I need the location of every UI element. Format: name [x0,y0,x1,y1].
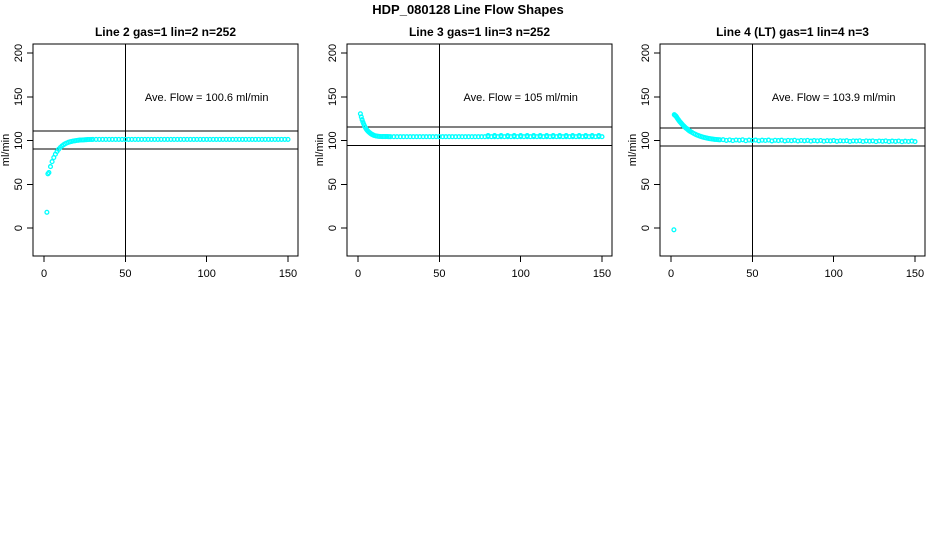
data-point [47,164,54,170]
data-point [511,133,517,139]
data-series [44,136,291,215]
data-point [285,136,291,142]
data-point [49,159,55,165]
y-tick-label: 0 [13,225,25,231]
data-point [505,133,511,139]
data-point [589,133,595,139]
data-point [596,133,602,139]
plot-box [32,43,299,257]
panel-2: Line 3 gas=1 lin=3 n=252 0 50 100 150 200 ml/m… [314,25,613,280]
x-tick-label: 50 [433,268,445,280]
y-axis: 0 50 100 150 200 [640,44,660,231]
y-tick-label: 150 [640,88,652,106]
y-tick-label: 50 [13,178,25,190]
ave-flow-annotation: Ave. Flow = 105 ml/min [463,92,577,104]
y-tick-label: 150 [327,88,339,106]
data-point [498,133,504,139]
x-tick-label: 50 [746,268,758,280]
y-tick-label: 200 [13,44,25,62]
data-point [518,133,524,139]
x-tick-label: 150 [906,268,924,280]
data-point [576,133,582,139]
data-point [46,170,52,176]
y-axis-label: ml/min [314,134,326,166]
plot-box [346,43,613,257]
y-axis-label: ml/min [627,134,639,166]
y-tick-label: 50 [327,178,339,190]
panel-3: Line 4 (LT) gas=1 lin=4 n=3 0 50 100 150 200 m… [627,25,926,280]
data-series [671,112,918,233]
y-tick-label: 0 [327,225,339,231]
data-point [485,133,491,139]
y-axis: 0 50 100 150 200 [327,44,347,231]
y-tick-label: 0 [640,225,652,231]
data-point [563,133,569,139]
panel-title: Line 4 (LT) gas=1 lin=4 n=3 [716,25,869,39]
data-point [537,133,543,139]
y-tick-label: 200 [640,44,652,62]
x-axis: 0 50 100 150 [355,256,611,280]
panel-title: Line 3 gas=1 lin=3 n=252 [409,25,550,39]
plot-box [659,43,926,257]
x-tick-label: 0 [355,268,361,280]
data-point [358,114,364,120]
x-tick-label: 50 [119,268,131,280]
data-point [544,133,550,139]
data-point [912,139,918,145]
panel-title: Line 2 gas=1 lin=2 n=252 [95,25,236,39]
data-point [550,133,556,139]
y-tick-label: 150 [13,88,25,106]
data-point [531,133,537,139]
data-series [357,111,605,140]
panels-group: Line 2 gas=1 lin=2 n=252 0 50 100 150 200 ml/m… [0,25,926,280]
x-tick-label: 0 [41,268,47,280]
y-tick-label: 100 [640,131,652,149]
y-tick-label: 100 [13,131,25,149]
data-point [557,133,563,139]
ave-flow-annotation: Ave. Flow = 103.9 ml/min [772,92,896,104]
data-point [44,209,50,215]
data-point [570,133,576,139]
main-title: HDP_080128 Line Flow Shapes [372,2,563,17]
y-tick-label: 50 [640,178,652,190]
x-axis: 0 50 100 150 [668,256,924,280]
x-tick-label: 100 [197,268,215,280]
x-tick-label: 0 [668,268,674,280]
ave-flow-annotation: Ave. Flow = 100.6 ml/min [145,92,269,104]
data-point [492,133,498,139]
x-tick-label: 150 [593,268,611,280]
x-tick-label: 150 [279,268,297,280]
y-tick-label: 200 [327,44,339,62]
data-point [583,133,589,139]
x-tick-label: 100 [824,268,842,280]
x-tick-label: 100 [511,268,529,280]
y-tick-label: 100 [327,131,339,149]
y-axis: 0 50 100 150 200 [13,44,33,231]
data-point [524,133,530,139]
data-point [671,227,677,233]
panel-1: Line 2 gas=1 lin=2 n=252 0 50 100 150 200 ml/m… [0,25,299,280]
y-axis-label: ml/min [0,134,12,166]
x-axis: 0 50 100 150 [41,256,297,280]
